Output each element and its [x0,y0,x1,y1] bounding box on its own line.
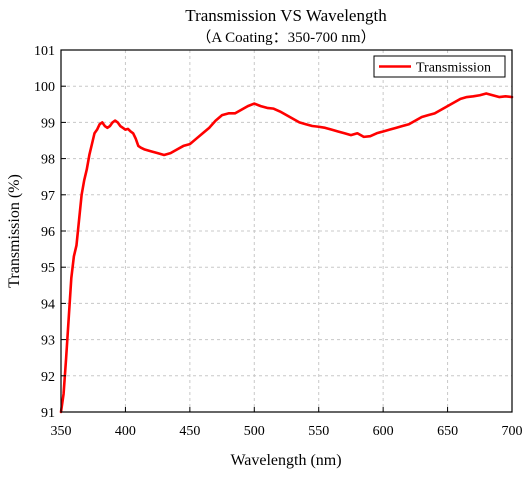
x-tick-label: 700 [502,424,523,439]
x-tick-label: 450 [179,424,200,439]
series-line-transmission [59,92,514,414]
chart-title: Transmission VS Wavelength [185,6,387,25]
grid-layer [61,50,512,412]
y-tick-label: 98 [41,153,55,168]
legend-label: Transmission [416,61,491,76]
y-tick-label: 93 [41,334,55,349]
y-tick-label: 95 [41,261,55,276]
x-axis-label: Wavelength (nm) [230,452,341,469]
chart-subtitle: （A Coating：350-700 nm） [196,29,375,46]
tick-layer: 350 400 450 500 550 600 650 700 91 92 93 94 95 96 97 98… [34,44,523,439]
y-tick-label: 96 [41,225,55,240]
y-tick-label: 92 [41,370,55,385]
y-tick-label: 101 [34,44,55,59]
y-axis-label: Transmission (%) [6,174,23,288]
legend-box [373,55,506,78]
y-tick-label: 100 [34,80,55,95]
legend: Transmission [373,55,506,78]
x-tick-label: 600 [373,424,394,439]
x-tick-label: 500 [244,424,265,439]
x-tick-label: 550 [308,424,329,439]
y-tick-label: 91 [41,406,55,421]
series-layer [59,92,514,414]
x-tick-label: 650 [437,424,458,439]
x-tick-label: 400 [115,424,136,439]
x-tick-label: 350 [51,424,72,439]
y-tick-label: 94 [41,297,55,312]
y-tick-label: 97 [41,189,55,204]
y-tick-label: 99 [41,116,55,131]
